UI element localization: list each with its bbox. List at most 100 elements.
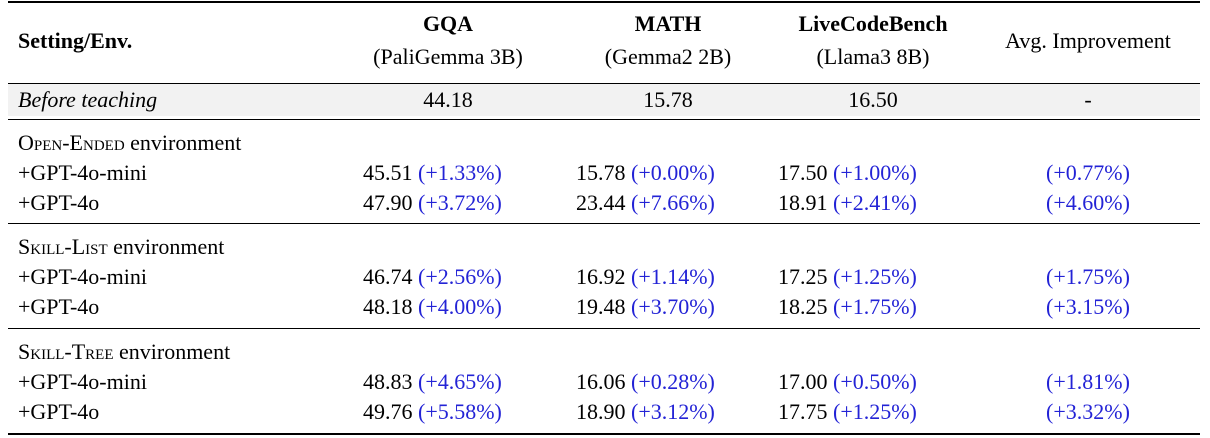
gqa-improvement: (+3.72%) xyxy=(418,190,502,215)
gqa-cell: 48.18 (+4.00%) xyxy=(363,293,502,321)
math-value: 16.06 xyxy=(576,369,626,394)
top-rule xyxy=(8,1,1200,3)
avg-improvement: (+0.77%) xyxy=(1046,160,1130,185)
lcb-improvement: (+1.25%) xyxy=(833,399,917,424)
lcb-improvement: (+1.25%) xyxy=(833,264,917,289)
header-setting: Setting/Env. xyxy=(18,28,133,53)
section-header-row: Open-Ended environment xyxy=(8,129,1200,157)
section-name: Open-Ended xyxy=(18,130,125,155)
before-avg: - xyxy=(1084,87,1092,112)
gqa-improvement: (+4.65%) xyxy=(418,369,502,394)
header-models-row: (PaliGemma 3B) (Gemma2 2B) (Llama3 8B) xyxy=(8,43,1200,71)
lcb-improvement: (+0.50%) xyxy=(833,369,917,394)
row-label: +GPT-4o-mini xyxy=(18,264,147,289)
lcb-improvement: (+1.00%) xyxy=(833,160,917,185)
section-header-row: Skill-List environment xyxy=(8,233,1200,261)
header-math-title: MATH xyxy=(634,11,702,36)
gqa-value: 47.90 xyxy=(363,190,413,215)
section-title: Open-Ended environment xyxy=(18,129,241,157)
header-lcb-title: LiveCodeBench xyxy=(798,11,948,36)
lcb-cell: 18.91 (+2.41%) xyxy=(778,189,917,217)
gqa-improvement: (+4.00%) xyxy=(418,294,502,319)
math-improvement: (+1.14%) xyxy=(631,264,715,289)
avg-improvement: (+4.60%) xyxy=(1046,190,1130,215)
row-label: +GPT-4o xyxy=(18,294,100,319)
gqa-cell: 49.76 (+5.58%) xyxy=(363,398,502,426)
avg-improvement: (+3.15%) xyxy=(1046,294,1130,319)
math-improvement: (+0.28%) xyxy=(631,369,715,394)
section-title: Skill-Tree environment xyxy=(18,338,230,366)
section-title: Skill-List environment xyxy=(18,233,224,261)
section-header-row: Skill-Tree environment xyxy=(8,338,1200,366)
gqa-cell: 47.90 (+3.72%) xyxy=(363,189,502,217)
section-rule xyxy=(8,119,1200,120)
math-value: 23.44 xyxy=(576,190,626,215)
math-cell: 19.48 (+3.70%) xyxy=(576,293,715,321)
lcb-value: 18.25 xyxy=(778,294,828,319)
section-name: Skill-Tree xyxy=(18,339,114,364)
row-label: +GPT-4o xyxy=(18,399,100,424)
gqa-value: 49.76 xyxy=(363,399,413,424)
section-suffix: environment xyxy=(107,234,225,259)
avg-improvement: (+1.81%) xyxy=(1046,369,1130,394)
lcb-improvement: (+2.41%) xyxy=(833,190,917,215)
before-row: Before teaching 44.18 15.78 16.50 - xyxy=(8,86,1200,114)
lcb-value: 17.50 xyxy=(778,160,828,185)
gqa-improvement: (+2.56%) xyxy=(418,264,502,289)
math-improvement: (+3.12%) xyxy=(631,399,715,424)
math-cell: 16.92 (+1.14%) xyxy=(576,263,715,291)
gqa-value: 48.18 xyxy=(363,294,413,319)
lcb-cell: 18.25 (+1.75%) xyxy=(778,293,917,321)
header-avg: Avg. Improvement xyxy=(1005,28,1171,53)
lcb-value: 17.25 xyxy=(778,264,828,289)
avg-improvement: (+1.75%) xyxy=(1046,264,1130,289)
gqa-value: 46.74 xyxy=(363,264,413,289)
table-row: +GPT-4o 47.90 (+3.72%) 23.44 (+7.66%) 18.91… xyxy=(8,189,1200,217)
math-cell: 23.44 (+7.66%) xyxy=(576,189,715,217)
math-cell: 18.90 (+3.12%) xyxy=(576,398,715,426)
table-row: +GPT-4o-mini 45.51 (+1.33%) 15.78 (+0.00%)… xyxy=(8,159,1200,187)
section-suffix: environment xyxy=(124,130,242,155)
before-row-shade xyxy=(8,84,1200,116)
before-label: Before teaching xyxy=(18,87,158,112)
before-lcb: 16.50 xyxy=(848,87,898,112)
math-cell: 15.78 (+0.00%) xyxy=(576,159,715,187)
before-math: 15.78 xyxy=(643,87,693,112)
lcb-cell: 17.25 (+1.25%) xyxy=(778,263,917,291)
section-suffix: environment xyxy=(113,339,231,364)
lcb-improvement: (+1.75%) xyxy=(833,294,917,319)
section-rule xyxy=(8,328,1200,329)
header-titles-row: GQA MATH LiveCodeBench Avg. Improvement xyxy=(8,10,1200,53)
section-rule xyxy=(8,223,1200,224)
bottom-rule xyxy=(8,433,1200,435)
lcb-value: 17.00 xyxy=(778,369,828,394)
header-lcb-model: (Llama3 8B) xyxy=(816,44,930,69)
table-row: +GPT-4o 48.18 (+4.00%) 19.48 (+3.70%) 18.25… xyxy=(8,293,1200,321)
table-row: +GPT-4o 49.76 (+5.58%) 18.90 (+3.12%) 17.75… xyxy=(8,398,1200,426)
header-gqa-model: (PaliGemma 3B) xyxy=(373,44,523,69)
gqa-improvement: (+5.58%) xyxy=(418,399,502,424)
table-row: +GPT-4o-mini 48.83 (+4.65%) 16.06 (+0.28%)… xyxy=(8,368,1200,396)
lcb-cell: 17.50 (+1.00%) xyxy=(778,159,917,187)
math-value: 19.48 xyxy=(576,294,626,319)
header-row: Setting/Env. xyxy=(8,27,1200,55)
math-improvement: (+3.70%) xyxy=(631,294,715,319)
math-improvement: (+0.00%) xyxy=(631,160,715,185)
header-gqa-title: GQA xyxy=(422,11,474,36)
gqa-value: 45.51 xyxy=(363,160,413,185)
math-improvement: (+7.66%) xyxy=(631,190,715,215)
row-label: +GPT-4o xyxy=(18,190,100,215)
lcb-value: 17.75 xyxy=(778,399,828,424)
lcb-cell: 17.75 (+1.25%) xyxy=(778,398,917,426)
header-rule xyxy=(8,83,1200,84)
avg-improvement: (+3.32%) xyxy=(1046,399,1130,424)
table-row: +GPT-4o-mini 46.74 (+2.56%) 16.92 (+1.14%)… xyxy=(8,263,1200,291)
row-label: +GPT-4o-mini xyxy=(18,160,147,185)
gqa-cell: 48.83 (+4.65%) xyxy=(363,368,502,396)
header-math-model: (Gemma2 2B) xyxy=(604,44,732,69)
before-gqa: 44.18 xyxy=(423,87,473,112)
section-name: Skill-List xyxy=(18,234,108,259)
lcb-cell: 17.00 (+0.50%) xyxy=(778,368,917,396)
math-cell: 16.06 (+0.28%) xyxy=(576,368,715,396)
gqa-cell: 46.74 (+2.56%) xyxy=(363,263,502,291)
